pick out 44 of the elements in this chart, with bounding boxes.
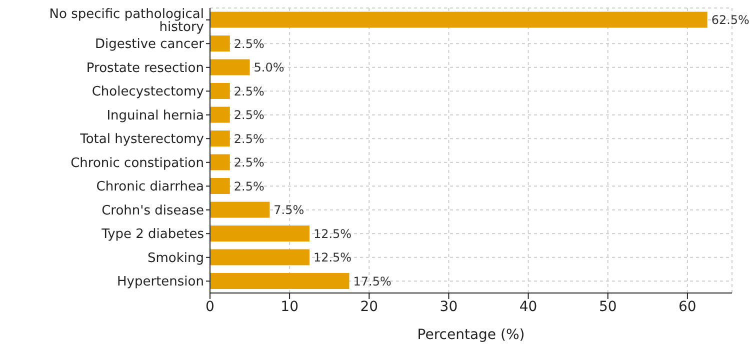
x-tick-label: 50 [598, 298, 617, 315]
bar [210, 178, 230, 194]
data-label: 17.5% [353, 274, 392, 288]
data-label: 12.5% [313, 226, 352, 241]
data-label: 2.5% [234, 108, 264, 122]
y-tick-label: No specific pathological history [49, 6, 204, 35]
bar [210, 130, 230, 147]
y-tick-label: Cholecystectomy [92, 84, 204, 100]
x-tick-label: 10 [280, 298, 298, 315]
bar [210, 12, 708, 28]
x-tick-label: 20 [360, 298, 378, 315]
x-tick-label: 60 [678, 298, 696, 315]
x-tick-label: 40 [519, 298, 538, 315]
data-label: 2.5% [234, 84, 264, 98]
data-label: 2.5% [234, 156, 264, 170]
bar [210, 202, 270, 218]
bar [210, 83, 230, 100]
bar [210, 154, 230, 170]
y-tick-label: Hypertension [117, 274, 204, 290]
y-tick-label: Chronic constipation [70, 156, 204, 171]
data-label: 2.5% [234, 132, 264, 146]
y-tick-label: Total hysterectomy [79, 132, 204, 148]
y-tick-label: Crohn's disease [102, 203, 204, 218]
x-axis-title: Percentage (%) [417, 327, 525, 343]
y-tick-label: Chronic diarrhea [96, 180, 204, 195]
data-label: 2.5% [234, 36, 264, 51]
y-tick-label: Prostate resection [86, 60, 204, 76]
data-label: 2.5% [234, 179, 264, 194]
bar [210, 106, 230, 123]
data-label: 7.5% [274, 203, 304, 218]
y-tick-label: Type 2 diabetes [100, 227, 204, 242]
x-tick-label: 30 [440, 298, 458, 315]
data-label: 62.5% [711, 13, 750, 28]
bar [210, 226, 310, 242]
y-tick-label: Smoking [147, 250, 204, 266]
bar [210, 59, 250, 76]
x-tick-label: 0 [206, 298, 214, 315]
bar [210, 249, 310, 266]
data-label: 12.5% [313, 250, 352, 265]
bar [210, 36, 230, 52]
bar [210, 273, 350, 290]
data-label: 5.0% [254, 60, 284, 75]
y-tick-label: Digestive cancer [94, 37, 205, 52]
y-tick-label: Inguinal hernia [106, 108, 204, 124]
